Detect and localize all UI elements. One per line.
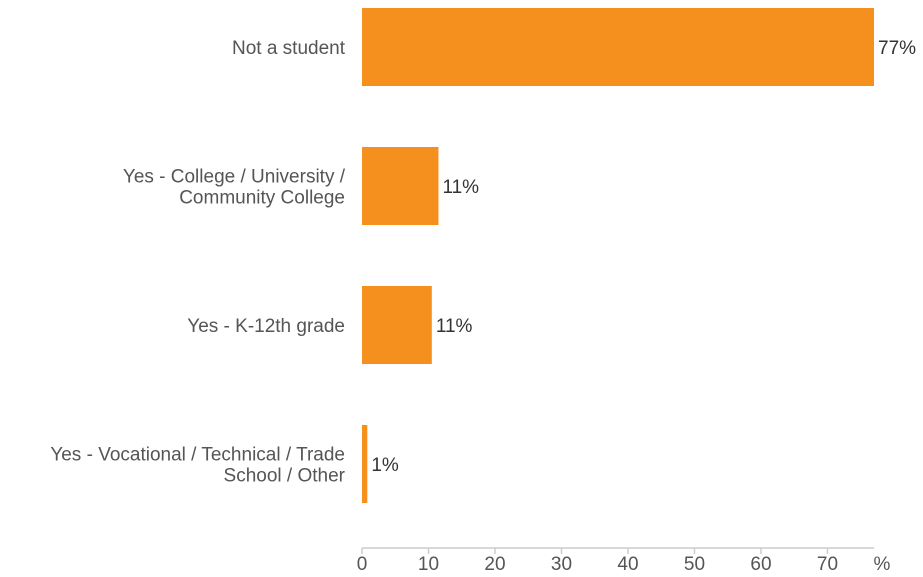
category-label-line: Yes - K-12th grade xyxy=(187,316,345,337)
x-tick-label: 20 xyxy=(484,554,505,575)
category-label-line: Not a student xyxy=(232,38,346,59)
x-axis-unit-label: % xyxy=(874,554,891,575)
bar xyxy=(362,8,874,86)
category-label: Yes - College / University / Community Co… xyxy=(123,167,346,209)
bars-group xyxy=(362,8,874,503)
category-label-line: Yes - College / University / xyxy=(123,167,346,188)
category-label: Yes - Vocational / Technical / Trade Scho… xyxy=(50,445,345,487)
data-label: 11% xyxy=(442,177,479,198)
category-label-line: Community College xyxy=(179,188,345,209)
x-tick-label: 0 xyxy=(357,554,368,575)
category-label: Not a student xyxy=(232,38,346,59)
data-labels: 77% 11% 11% 1% xyxy=(371,38,916,476)
data-label: 77% xyxy=(878,38,916,59)
x-tick-label: 60 xyxy=(750,554,771,575)
category-label-line: Yes - Vocational / Technical / Trade xyxy=(50,445,345,466)
data-label: 1% xyxy=(371,455,399,476)
x-tick-label: 50 xyxy=(684,554,705,575)
x-tick-label: 30 xyxy=(551,554,572,575)
category-label-line: School / Other xyxy=(224,466,346,487)
x-tick-label: 70 xyxy=(817,554,838,575)
category-labels: Not a student Yes - College / University … xyxy=(50,38,345,487)
bar xyxy=(362,425,368,503)
category-label: Yes - K-12th grade xyxy=(187,316,345,337)
data-label: 11% xyxy=(436,316,473,337)
x-tick-label: 40 xyxy=(617,554,638,575)
bar xyxy=(362,147,439,225)
x-tick-label: 10 xyxy=(418,554,439,575)
bar xyxy=(362,286,432,364)
x-axis-ticks: 0 10 20 30 40 50 60 70 xyxy=(357,548,838,575)
